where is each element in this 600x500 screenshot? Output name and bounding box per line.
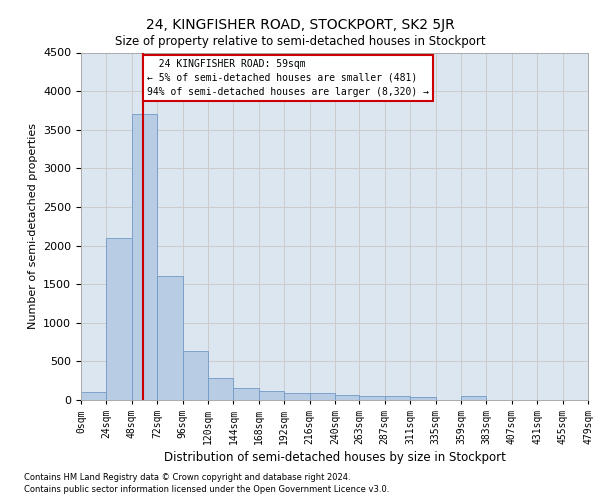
Bar <box>132 114 157 400</box>
Bar <box>284 392 310 400</box>
Bar <box>410 397 436 400</box>
Bar <box>385 396 410 400</box>
Text: Contains public sector information licensed under the Open Government Licence v3: Contains public sector information licen… <box>24 485 389 494</box>
X-axis label: Distribution of semi-detached houses by size in Stockport: Distribution of semi-detached houses by … <box>164 451 505 464</box>
Bar <box>310 392 335 400</box>
Text: 24, KINGFISHER ROAD, STOCKPORT, SK2 5JR: 24, KINGFISHER ROAD, STOCKPORT, SK2 5JR <box>146 18 454 32</box>
Bar <box>233 388 259 400</box>
Bar <box>182 352 208 400</box>
Bar <box>208 378 233 400</box>
Y-axis label: Number of semi-detached properties: Number of semi-detached properties <box>28 123 38 329</box>
Text: Size of property relative to semi-detached houses in Stockport: Size of property relative to semi-detach… <box>115 35 485 48</box>
Bar <box>259 390 284 400</box>
Bar <box>157 276 182 400</box>
Text: Contains HM Land Registry data © Crown copyright and database right 2024.: Contains HM Land Registry data © Crown c… <box>24 472 350 482</box>
Bar <box>106 238 132 400</box>
Text: 24 KINGFISHER ROAD: 59sqm
← 5% of semi-detached houses are smaller (481)
94% of : 24 KINGFISHER ROAD: 59sqm ← 5% of semi-d… <box>146 58 428 96</box>
Bar <box>335 396 359 400</box>
Bar <box>81 392 106 400</box>
Bar <box>461 396 487 400</box>
Bar <box>359 396 385 400</box>
